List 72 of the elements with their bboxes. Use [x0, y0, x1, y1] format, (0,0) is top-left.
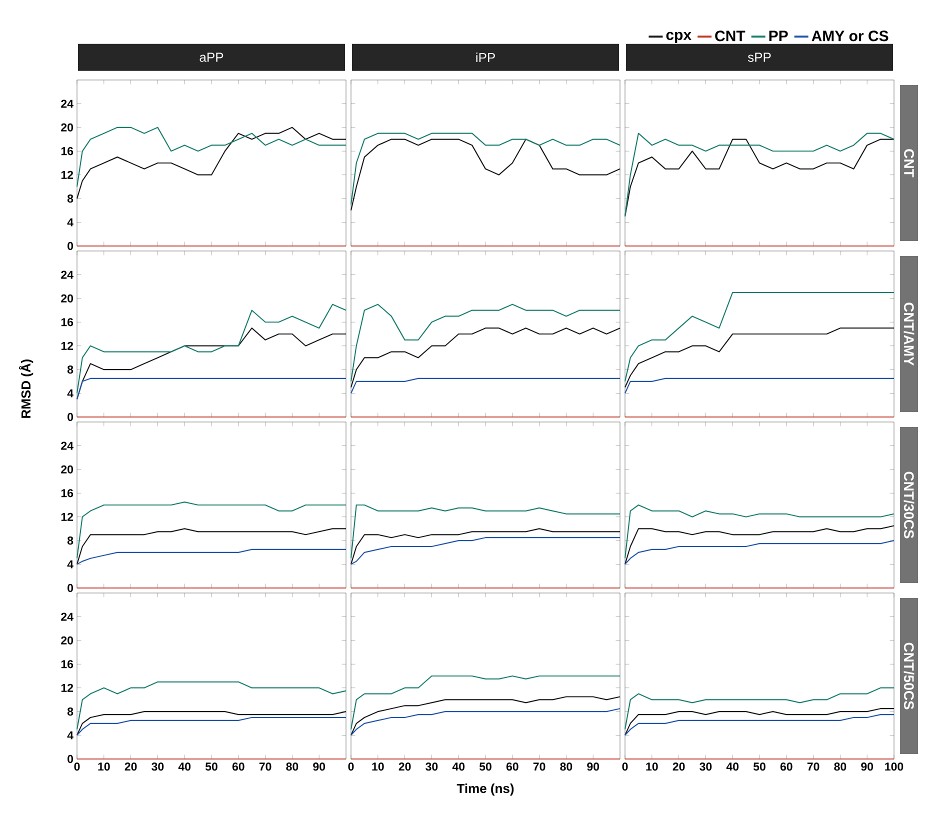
y2-axis-title: CNT — [904, 149, 914, 178]
x-tick-label: 60 — [780, 762, 792, 771]
chart-title: aPP — [200, 52, 224, 62]
x-tick-label: 40 — [726, 762, 739, 771]
y2-axis-title: CNT/50CS — [904, 642, 914, 710]
legend-label: PP — [769, 30, 788, 42]
y-tick-label: 20 — [61, 465, 74, 474]
y-tick-label: 16 — [61, 660, 74, 668]
y-tick-label: 16 — [61, 147, 74, 156]
y-tick-label: 24 — [61, 442, 74, 450]
y-tick-label: 0 — [68, 242, 74, 250]
x-tick-label: 30 — [152, 762, 164, 771]
x-tick-label: 20 — [124, 762, 137, 771]
x-tick-label: 40 — [452, 762, 465, 771]
x-tick-label: 100 — [885, 762, 904, 771]
chart-title: iPP — [476, 52, 495, 62]
x-tick-label: 80 — [560, 762, 572, 771]
y-tick-label: 0 — [68, 754, 74, 764]
y-tick-label: 24 — [61, 270, 74, 279]
y-tick-label: 24 — [61, 612, 74, 621]
x-tick-label: 60 — [506, 762, 518, 771]
x-tick-label: 80 — [834, 762, 846, 771]
x-tick-label: 50 — [205, 762, 218, 771]
x-tick-label: 0 — [622, 762, 628, 771]
y-tick-label: 16 — [61, 318, 74, 326]
y-tick-label: 20 — [61, 123, 74, 132]
x-tick-label: 20 — [398, 762, 411, 771]
x-tick-label: 30 — [426, 762, 438, 771]
y-tick-label: 12 — [61, 512, 74, 521]
x-tick-label: 50 — [479, 762, 492, 771]
x-tick-label: 50 — [753, 762, 766, 771]
y-tick-label: 12 — [61, 170, 74, 179]
y-axis-title: RMSD (Å) — [18, 359, 34, 418]
x-tick-label: 10 — [646, 762, 658, 771]
x-tick-label: 90 — [861, 762, 874, 771]
x-tick-label: 10 — [372, 762, 384, 771]
x-tick-label: 70 — [259, 762, 272, 771]
y-tick-label: 4 — [67, 560, 74, 568]
y-tick-label: 4 — [67, 218, 74, 226]
chart-title: sPP — [748, 52, 771, 62]
y-tick-label: 12 — [61, 342, 74, 350]
y-tick-label: 0 — [68, 412, 74, 422]
y2-axis-title: CNT/30CS — [904, 472, 914, 538]
y-tick-label: 4 — [67, 731, 74, 740]
x-tick-label: 60 — [232, 762, 244, 771]
y-tick-label: 0 — [68, 584, 74, 592]
x-tick-label: 30 — [700, 762, 712, 771]
y-tick-label: 20 — [61, 294, 74, 302]
y-tick-label: 8 — [67, 708, 74, 716]
x-tick-label: 90 — [313, 762, 326, 771]
legend-label: cpx — [666, 32, 692, 44]
x-tick-label: 0 — [74, 762, 80, 771]
y-tick-label: 16 — [61, 489, 74, 498]
x-axis-title: Time (ns) — [456, 784, 514, 796]
x-tick-label: 70 — [533, 762, 546, 771]
y-tick-label: 20 — [61, 636, 74, 644]
legend-label: CNT — [715, 30, 746, 42]
x-tick-label: 10 — [98, 762, 110, 771]
y-tick-label: 4 — [67, 389, 74, 398]
x-tick-label: 90 — [587, 762, 600, 771]
legend-label: AMY or CS — [812, 30, 888, 42]
y-tick-label: 8 — [67, 194, 74, 203]
x-tick-label: 70 — [807, 762, 820, 771]
x-tick-label: 80 — [286, 762, 298, 771]
y-tick-label: 24 — [61, 100, 74, 108]
x-tick-label: 40 — [178, 762, 191, 771]
y-tick-label: 8 — [67, 536, 74, 545]
y2-axis-title: CNT/AMY — [904, 302, 914, 366]
y-tick-label: 8 — [67, 365, 74, 374]
x-tick-label: 20 — [672, 762, 685, 771]
y-tick-label: 12 — [61, 684, 74, 692]
x-tick-label: 0 — [348, 762, 354, 771]
